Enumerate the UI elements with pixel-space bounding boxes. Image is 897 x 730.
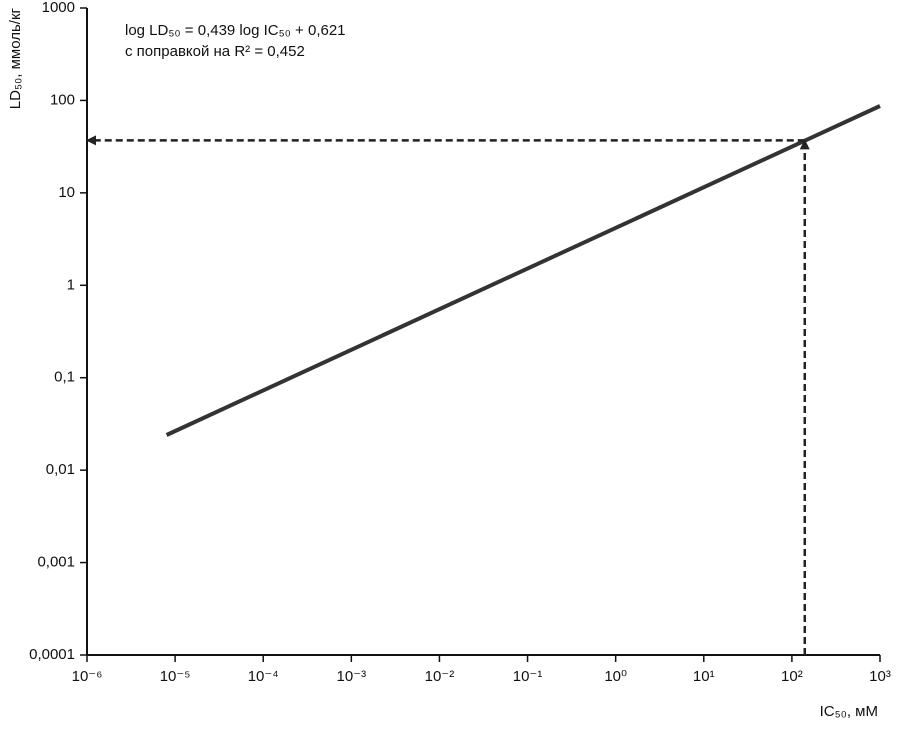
y-tick-label: 100 [50,91,75,108]
x-tick-label: 10⁻¹ [513,668,543,685]
x-tick-label: 10⁻³ [337,668,367,685]
regression-line [165,104,881,437]
y-tick-label: 1000 [42,0,75,16]
y-tick-label: 0,0001 [29,646,75,663]
x-tick-label: 10³ [869,668,891,685]
x-tick-label: 10⁻⁶ [72,668,103,685]
annotation: log LD₅₀ = 0,439 log IC₅₀ + 0,621 [125,22,346,39]
x-tick-label: 10⁰ [604,668,627,685]
y-tick-label: 0,001 [37,554,75,571]
x-tick-label: 10⁻² [425,668,455,685]
y-tick-label: 10 [58,184,75,201]
x-tick-label: 10⁻⁴ [248,668,279,685]
annotation: с поправкой на R² = 0,452 [125,43,305,60]
y-tick-label: 0,01 [46,461,75,478]
x-axis-label: IC₅₀, мМ [820,703,878,720]
x-tick-label: 10⁻⁵ [160,668,191,685]
y-tick-label: 0,1 [54,369,75,386]
y-axis-label: LD₅₀, ммоль/кг [7,7,24,109]
x-tick-label: 10² [781,668,803,685]
y-tick-label: 1 [67,276,75,293]
x-tick-label: 10¹ [693,668,715,685]
